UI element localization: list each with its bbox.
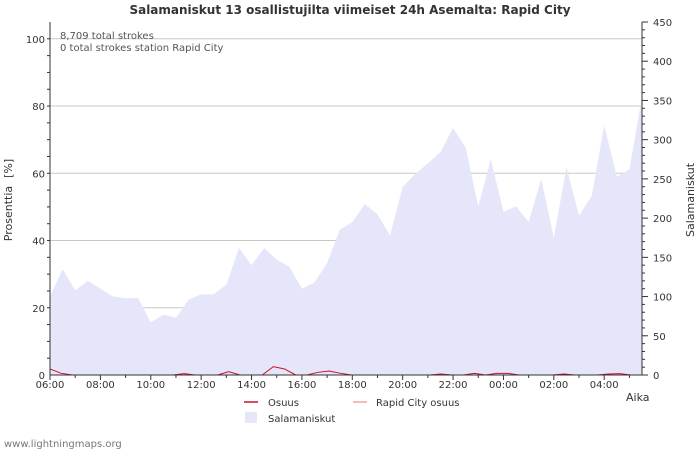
x-tick-00:00: 00:00 bbox=[489, 380, 518, 391]
x-tick-02:00: 02:00 bbox=[539, 380, 568, 391]
info-station-strokes: 0 total strokes station Rapid City bbox=[60, 43, 223, 54]
y-left-tick-80: 80 bbox=[32, 102, 45, 113]
y-right-tick-400: 400 bbox=[653, 57, 672, 68]
y-left-tick-0: 0 bbox=[39, 371, 45, 382]
x-axis-label: Aika bbox=[626, 391, 650, 404]
y-right-tick-0: 0 bbox=[653, 371, 659, 382]
y-left-tick-60: 60 bbox=[32, 169, 45, 180]
legend: Osuus Rapid City osuus Salamaniskut bbox=[244, 398, 460, 425]
legend-rapid-city-label: Rapid City osuus bbox=[376, 398, 460, 409]
y-left-tick-40: 40 bbox=[32, 237, 45, 248]
x-tick-22:00: 22:00 bbox=[439, 380, 468, 391]
x-tick-04:00: 04:00 bbox=[590, 380, 619, 391]
y-right-tick-50: 50 bbox=[653, 332, 666, 343]
y-left-label-unit: [%] bbox=[2, 159, 15, 178]
info-total-strokes: 8,709 total strokes bbox=[60, 31, 154, 42]
x-tick-12:00: 12:00 bbox=[187, 380, 216, 391]
y-left-label-text: Prosenttia bbox=[2, 186, 15, 241]
legend-salamaniskut-label: Salamaniskut bbox=[268, 414, 335, 425]
chart-title: Salamaniskut 13 osallistujilta viimeiset… bbox=[129, 3, 570, 17]
area-layer bbox=[50, 96, 642, 376]
y-right-tick-300: 300 bbox=[653, 136, 672, 147]
y-right-tick-150: 150 bbox=[653, 253, 672, 264]
y-right-tick-100: 100 bbox=[653, 293, 672, 304]
x-tick-08:00: 08:00 bbox=[86, 380, 115, 391]
x-tick-20:00: 20:00 bbox=[388, 380, 417, 391]
y-right-label: Salamaniskut bbox=[684, 162, 697, 237]
y-left-tick-20: 20 bbox=[32, 304, 45, 315]
x-tick-14:00: 14:00 bbox=[237, 380, 266, 391]
y-left-tick-100: 100 bbox=[26, 35, 45, 46]
y-right-tick-250: 250 bbox=[653, 175, 672, 186]
x-tick-10:00: 10:00 bbox=[136, 380, 165, 391]
salamaniskut-area bbox=[50, 96, 642, 376]
y-left-label: Prosenttia [%] bbox=[2, 159, 15, 241]
y-right-tick-200: 200 bbox=[653, 214, 672, 225]
footer-link[interactable]: www.lightningmaps.org bbox=[4, 439, 122, 450]
y-right-tick-350: 350 bbox=[653, 96, 672, 107]
axis-layer: 0 20 40 60 80 100 0 50 100 150 200 250 300 350 400 450 0… bbox=[26, 18, 672, 391]
x-tick-18:00: 18:00 bbox=[338, 380, 367, 391]
y-right-tick-450: 450 bbox=[653, 18, 672, 29]
x-tick-16:00: 16:00 bbox=[288, 380, 317, 391]
legend-salamaniskut-swatch bbox=[245, 412, 257, 423]
legend-osuus-label: Osuus bbox=[268, 398, 299, 409]
x-tick-06:00: 06:00 bbox=[36, 380, 65, 391]
